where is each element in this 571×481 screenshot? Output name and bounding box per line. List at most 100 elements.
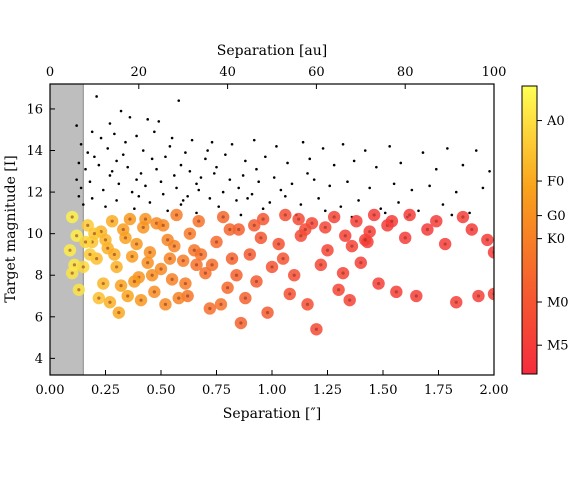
target-center: [248, 252, 252, 257]
companion-point: [286, 161, 289, 165]
target-point: [234, 316, 248, 330]
companion-point: [306, 172, 309, 175]
target-point: [339, 229, 352, 242]
companion-point: [86, 151, 90, 154]
target-point: [292, 212, 305, 226]
target-point: [239, 291, 252, 305]
target-center: [72, 263, 77, 267]
target-point: [265, 260, 279, 274]
target-point: [283, 287, 296, 301]
x2-tick-label: 80: [397, 65, 414, 80]
target-point: [192, 214, 205, 228]
companion-point: [110, 170, 114, 173]
companion-point: [166, 209, 169, 213]
y-tick-label: 10: [26, 227, 43, 242]
target-point: [143, 246, 157, 259]
companion-point: [153, 130, 156, 134]
target-center: [70, 271, 74, 275]
target-point: [372, 277, 385, 290]
target-center: [192, 248, 196, 252]
target-point: [203, 302, 217, 315]
colorbar-tick-label: K0: [547, 232, 565, 247]
companion-point: [235, 199, 238, 202]
companion-point: [301, 140, 305, 144]
target-center: [130, 254, 134, 259]
target-point: [232, 223, 245, 236]
target-center: [414, 294, 418, 298]
target-point: [430, 214, 443, 228]
companion-point: [197, 188, 201, 192]
companion-point: [352, 159, 356, 163]
target-point: [472, 289, 485, 303]
target-point: [354, 256, 367, 269]
companion-point: [130, 190, 134, 194]
target-point: [172, 291, 185, 305]
target-point: [77, 260, 90, 274]
companion-point: [179, 203, 183, 206]
companion-point: [148, 201, 152, 204]
target-center: [126, 294, 130, 298]
target-center: [97, 296, 101, 300]
x2-axis-title: Separation [au]: [217, 43, 328, 59]
target-center: [237, 227, 241, 232]
target-point: [403, 208, 416, 222]
companion-point: [155, 167, 158, 171]
companion-point: [117, 182, 121, 186]
companion-point: [90, 197, 94, 200]
companion-point: [77, 194, 81, 198]
target-point: [194, 248, 208, 261]
target-point: [70, 229, 83, 242]
target-center: [292, 273, 296, 277]
target-points: [63, 208, 494, 336]
target-center: [148, 250, 152, 254]
companion-point: [488, 170, 491, 173]
target-point: [272, 237, 285, 251]
target-center: [150, 273, 154, 277]
target-center: [325, 248, 330, 252]
x2-tick-label: 60: [308, 65, 325, 80]
target-point: [163, 252, 177, 265]
x-tick-label: 0.75: [202, 383, 231, 398]
target-point: [390, 285, 403, 299]
target-center: [152, 290, 156, 294]
target-center: [281, 257, 285, 261]
companion-point: [190, 138, 194, 142]
target-point: [450, 296, 463, 309]
colorbar-tick-label: F0: [547, 175, 564, 190]
companion-point: [284, 194, 287, 198]
target-point: [225, 252, 239, 265]
target-point: [112, 306, 126, 319]
companion-point: [224, 153, 227, 156]
target-point: [465, 223, 478, 236]
target-center: [170, 277, 174, 281]
target-point: [83, 248, 97, 261]
target-center: [172, 244, 176, 248]
companion-point: [450, 213, 454, 217]
target-center: [159, 267, 163, 271]
target-point: [179, 277, 192, 290]
target-center: [188, 232, 192, 236]
target-center: [372, 213, 376, 217]
target-center: [103, 238, 108, 242]
target-center: [390, 219, 394, 223]
target-point: [481, 233, 494, 247]
target-point: [276, 252, 290, 265]
companion-point: [221, 190, 225, 194]
companion-point: [124, 140, 127, 144]
companion-point: [264, 155, 267, 159]
target-center: [197, 219, 201, 223]
companion-point: [181, 199, 185, 202]
target-center: [305, 302, 310, 306]
target-point: [410, 289, 423, 303]
target-point: [103, 296, 117, 309]
target-center: [277, 242, 281, 246]
companion-point: [410, 188, 414, 192]
companion-point: [108, 122, 112, 125]
target-point: [125, 250, 139, 263]
target-center: [252, 223, 256, 227]
x-tick-label: 0.25: [91, 383, 120, 398]
target-center: [70, 215, 74, 219]
target-center: [108, 300, 112, 304]
y-tick-label: 16: [26, 102, 43, 117]
y-axis-title: Target magnitude [I]: [3, 155, 19, 303]
